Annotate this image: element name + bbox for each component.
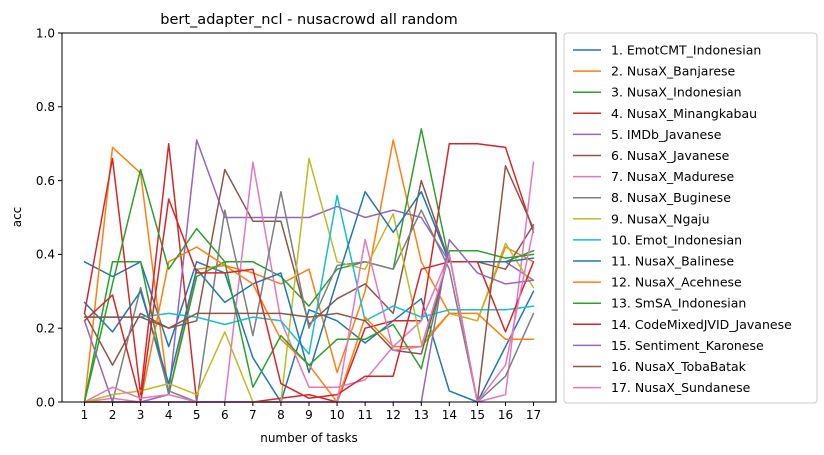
y-tick-label: 0.2 (36, 322, 55, 336)
legend-label-5: 5. IMDb_Javanese (611, 127, 722, 142)
chart-title: bert_adapter_ncl - nusacrowd all random (160, 12, 457, 28)
x-tick-label: 13 (414, 408, 429, 422)
legend-label-1: 1. EmotCMT_Indonesian (611, 43, 761, 58)
legend-items: 1. EmotCMT_Indonesian 2. NusaX_Banjarese 3… (573, 43, 792, 395)
legend-label-3: 3. NusaX_Indonesian (611, 85, 742, 100)
series-line-10 (83, 194, 535, 355)
legend-label-13: 13. SmSA_Indonesian (611, 296, 746, 311)
x-tick-label: 12 (386, 408, 401, 422)
legend-label-8: 8. NusaX_Buginese (611, 190, 731, 205)
y-tick-label: 0.6 (36, 174, 55, 188)
x-tick-label: 17 (526, 408, 541, 422)
series-line-9 (83, 157, 535, 403)
y-tick-label: 1.0 (36, 26, 55, 40)
series-line-14 (83, 198, 535, 403)
x-tick-label: 3 (137, 408, 145, 422)
legend-label-9: 9. NusaX_Ngaju (611, 211, 710, 226)
legend-frame (563, 32, 818, 404)
legend-label-2: 2. NusaX_Banjarese (611, 64, 736, 79)
x-tick-label: 8 (277, 408, 285, 422)
legend-label-15: 15. Sentiment_Karonese (611, 338, 764, 353)
x-axis-label: number of tasks (260, 431, 358, 445)
x-tick-label: 6 (221, 408, 229, 422)
x-tick-label: 5 (193, 408, 201, 422)
legend-label-14: 14. CodeMixedJVID_Javanese (611, 317, 792, 332)
legend-label-11: 11. NusaX_Balinese (611, 254, 734, 269)
y-tick-label: 0.4 (36, 248, 55, 262)
legend-label-4: 4. NusaX_Minangkabau (611, 106, 757, 121)
x-tick-label: 9 (305, 408, 313, 422)
x-tick-label: 4 (165, 408, 173, 422)
y-tick-label: 0.0 (36, 395, 55, 409)
x-axis: 1 2 3 4 5 6 7 8 9 10 11 12 13 14 15 16 17 (81, 402, 541, 422)
legend-label-12: 12. NusaX_Acehnese (611, 275, 742, 290)
x-tick-label: 15 (470, 408, 485, 422)
y-tick-label: 0.8 (36, 100, 55, 114)
legend-label-16: 16. NusaX_TobaBatak (611, 359, 747, 374)
y-axis: 0.0 0.2 0.4 0.6 0.8 1.0 (36, 26, 62, 409)
legend-label-7: 7. NusaX_Madurese (611, 169, 735, 184)
series-line-4 (83, 142, 535, 403)
x-tick-label: 16 (498, 408, 513, 422)
legend: 1. EmotCMT_Indonesian 2. NusaX_Banjarese 3… (563, 32, 818, 404)
x-tick-label: 2 (109, 408, 117, 422)
y-axis-label: acc (10, 207, 24, 228)
x-tick-label: 14 (442, 408, 457, 422)
x-tick-label: 11 (357, 408, 372, 422)
x-tick-label: 1 (81, 408, 89, 422)
x-tick-label: 10 (329, 408, 344, 422)
legend-label-17: 17. NusaX_Sundanese (611, 380, 751, 395)
legend-label-10: 10. Emot_Indonesian (611, 232, 742, 247)
x-tick-label: 7 (249, 408, 257, 422)
legend-label-6: 6. NusaX_Javanese (611, 148, 730, 163)
